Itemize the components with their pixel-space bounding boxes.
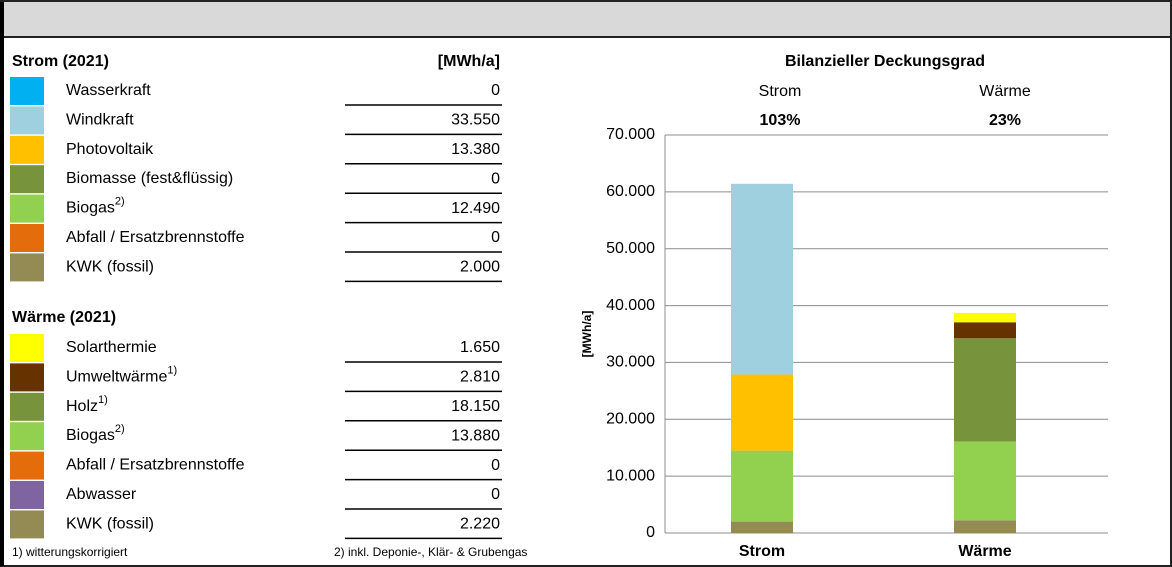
row-label: Biomasse (fest&flüssig) bbox=[66, 170, 233, 187]
color-swatch bbox=[10, 510, 44, 539]
row-label: Umweltwärme1) bbox=[66, 364, 177, 385]
row-value: 13.380 bbox=[451, 141, 500, 158]
row-label: Abwasser bbox=[66, 486, 137, 503]
y-tick-label: 50.000 bbox=[606, 240, 655, 257]
footnote-ref: 2) bbox=[115, 423, 125, 435]
label-text: Umweltwärme bbox=[66, 369, 167, 386]
color-swatch bbox=[10, 392, 44, 421]
label-text: Biogas bbox=[66, 427, 115, 444]
row-label: Wasserkraft bbox=[66, 82, 151, 99]
row-label: KWK (fossil) bbox=[66, 516, 154, 533]
bar-segment bbox=[731, 450, 793, 522]
chart-title: Bilanzieller Deckungsgrad bbox=[785, 53, 985, 70]
bar-segment bbox=[954, 520, 1016, 533]
row-value: 0 bbox=[491, 170, 500, 187]
label-text: Abfall / Ersatzbrennstoffe bbox=[66, 457, 245, 474]
label-text: Biogas bbox=[66, 200, 115, 217]
unit-heading: [MWh/a] bbox=[438, 53, 500, 70]
header-bar bbox=[0, 0, 1172, 38]
bar-segment bbox=[954, 322, 1016, 339]
bar-segment bbox=[954, 441, 1016, 521]
label-text: KWK (fossil) bbox=[66, 516, 154, 533]
row-label: Abfall / Ersatzbrennstoffe bbox=[66, 229, 245, 246]
label-text: KWK (fossil) bbox=[66, 259, 154, 276]
bar-segment bbox=[731, 374, 793, 451]
y-tick-label: 60.000 bbox=[606, 183, 655, 200]
row-label: Biogas2) bbox=[66, 423, 125, 444]
row-value: 2.220 bbox=[460, 516, 500, 533]
color-swatch bbox=[10, 106, 44, 135]
bar-segment bbox=[731, 183, 793, 375]
label-text: Holz bbox=[66, 398, 98, 415]
color-swatch bbox=[10, 422, 44, 451]
row-value: 33.550 bbox=[451, 112, 500, 129]
color-swatch bbox=[10, 363, 44, 392]
row-label: Solarthermie bbox=[66, 339, 157, 356]
y-tick-label: 0 bbox=[646, 524, 655, 541]
row-value: 1.650 bbox=[460, 339, 500, 356]
color-swatch bbox=[10, 77, 44, 105]
coverage-label: 23% bbox=[989, 112, 1021, 129]
row-label: Holz1) bbox=[66, 394, 108, 415]
row-value: 0 bbox=[491, 486, 500, 503]
color-swatch bbox=[10, 194, 44, 223]
row-value: 12.490 bbox=[451, 200, 500, 217]
row-value: 2.000 bbox=[460, 259, 500, 276]
strom-heading: Strom (2021) bbox=[12, 53, 109, 70]
row-value: 0 bbox=[491, 82, 500, 99]
label-text: Photovoltaik bbox=[66, 141, 154, 158]
row-label: Abfall / Ersatzbrennstoffe bbox=[66, 457, 245, 474]
row-label: Windkraft bbox=[66, 112, 134, 129]
color-swatch bbox=[10, 481, 44, 509]
label-text: Biomasse (fest&flüssig) bbox=[66, 170, 233, 187]
column-head: Wärme bbox=[979, 83, 1031, 100]
color-swatch bbox=[10, 165, 44, 194]
row-label: Photovoltaik bbox=[66, 141, 154, 158]
x-tick-label: Wärme bbox=[958, 543, 1011, 560]
label-text: Windkraft bbox=[66, 112, 134, 129]
row-value: 13.880 bbox=[451, 427, 500, 444]
row-value: 0 bbox=[491, 229, 500, 246]
y-tick-label: 30.000 bbox=[606, 354, 655, 371]
coverage-label: 103% bbox=[760, 112, 801, 129]
y-tick-label: 40.000 bbox=[606, 297, 655, 314]
row-value: 18.150 bbox=[451, 398, 500, 415]
color-swatch bbox=[10, 334, 44, 362]
footnote: 2) inkl. Deponie-, Klär- & Grubengas bbox=[334, 545, 527, 559]
bar-segment bbox=[954, 312, 1016, 323]
waerme-heading: Wärme (2021) bbox=[12, 309, 116, 326]
label-text: Abfall / Ersatzbrennstoffe bbox=[66, 229, 245, 246]
row-label: Biogas2) bbox=[66, 196, 125, 217]
footnote-ref: 1) bbox=[167, 364, 177, 376]
color-swatch bbox=[10, 253, 44, 282]
bar-segment bbox=[731, 521, 793, 533]
label-text: Wasserkraft bbox=[66, 82, 151, 99]
label-text: Abwasser bbox=[66, 486, 137, 503]
label-text: Solarthermie bbox=[66, 339, 157, 356]
row-label: KWK (fossil) bbox=[66, 259, 154, 276]
y-tick-label: 70.000 bbox=[606, 126, 655, 143]
x-tick-label: Strom bbox=[739, 543, 785, 560]
y-axis-label: [MWh/a] bbox=[580, 311, 594, 358]
footnote-ref: 1) bbox=[98, 394, 108, 406]
row-value: 2.810 bbox=[460, 369, 500, 386]
y-tick-label: 20.000 bbox=[606, 411, 655, 428]
y-tick-label: 10.000 bbox=[606, 467, 655, 484]
bar-segment bbox=[954, 338, 1016, 442]
color-swatch bbox=[10, 135, 44, 164]
row-value: 0 bbox=[491, 457, 500, 474]
color-swatch bbox=[10, 224, 44, 252]
footnote-ref: 2) bbox=[115, 196, 125, 208]
column-head: Strom bbox=[759, 83, 802, 100]
footnote: 1) witterungskorrigiert bbox=[12, 545, 128, 559]
color-swatch bbox=[10, 451, 44, 480]
